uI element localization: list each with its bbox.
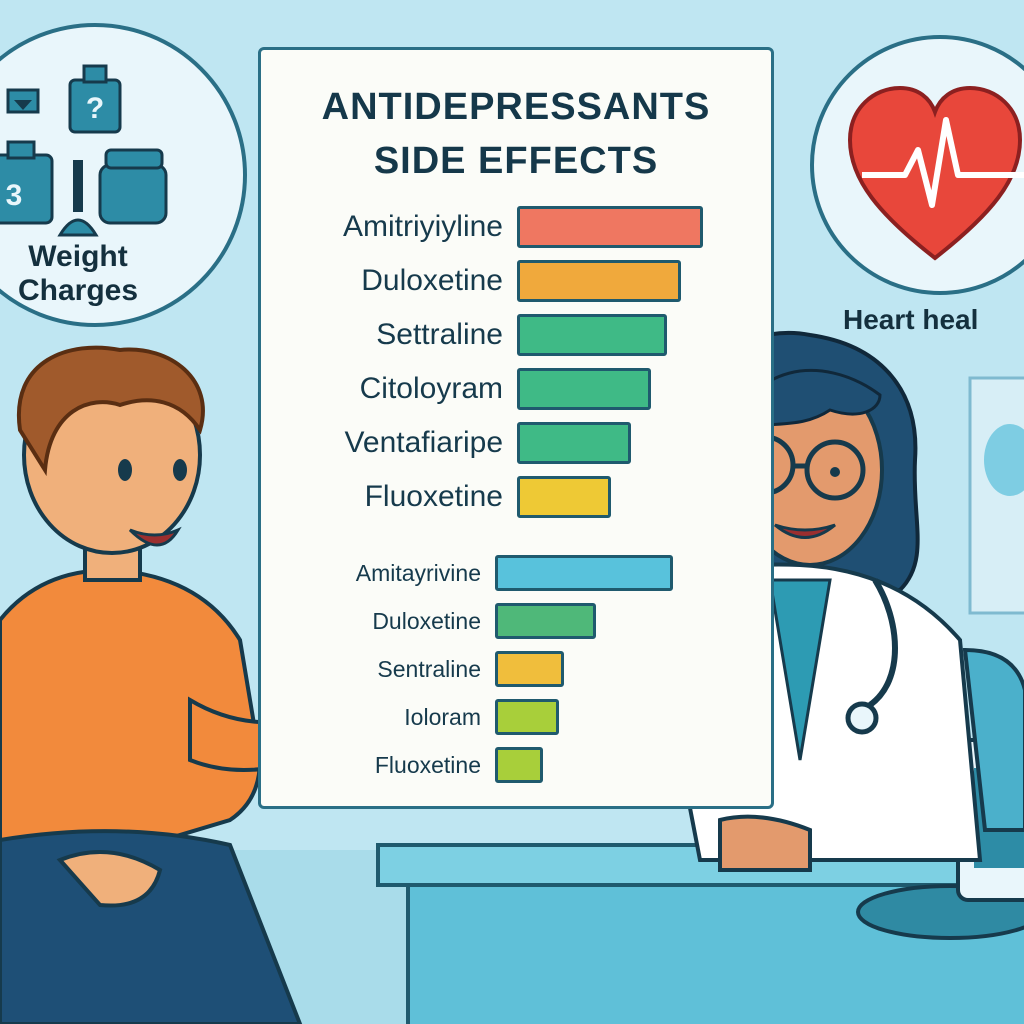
drug-label-group2: Duloxetine	[372, 608, 481, 634]
drug-label-group2: Amitayrivine	[355, 560, 481, 586]
drug-label-group2: Ioloram	[404, 704, 481, 730]
svg-text:3: 3	[6, 179, 23, 212]
side-effect-bar-group1	[517, 260, 681, 302]
wall-picture	[968, 376, 1024, 615]
side-effect-bar-group1	[517, 368, 651, 410]
patient-shirt	[0, 567, 263, 882]
side-effect-bar-group2	[495, 651, 564, 687]
container-icon	[98, 148, 168, 225]
drug-label-group1: Fluoxetine	[364, 480, 503, 513]
scale-icon	[6, 88, 40, 114]
drug-label-group1: Duloxetine	[361, 264, 503, 297]
poster-title-line2: SIDE EFFECTS	[373, 140, 659, 182]
dumbbell-icon	[57, 160, 99, 237]
weight-jar-icon: 3	[0, 140, 54, 225]
side-effect-bar-group1	[517, 476, 611, 518]
drug-label-group2: Fluoxetine	[374, 752, 481, 778]
drug-label-group1: Amitriyiyline	[342, 210, 503, 243]
side-effect-bar-group2	[495, 555, 673, 591]
question-jar-icon: ?	[68, 64, 122, 134]
heart-health-circle	[810, 35, 1024, 295]
side-effects-poster: ANTIDEPRESSANTS SIDE EFFECTS Amitriyiyli…	[258, 47, 774, 809]
doctor-chair	[962, 647, 1024, 832]
stethoscope-icon	[845, 578, 898, 735]
weight-changes-circle: ? 3	[0, 23, 247, 327]
patient	[0, 345, 374, 1024]
side-effect-bar-group1	[517, 206, 703, 248]
heart-health-label: Heart heal	[843, 304, 979, 335]
drug-label-group2: Sentraline	[377, 656, 481, 682]
weight-label-line1: Weight	[28, 240, 128, 273]
side-effect-bar-group2	[495, 747, 543, 783]
side-effect-bar-group2	[495, 699, 559, 735]
weight-changes-label: Weight Charges	[8, 240, 148, 308]
poster-title-line1: ANTIDEPRESSANTS	[321, 86, 711, 128]
weight-label-line2: Charges	[17, 274, 139, 307]
drug-label-group1: Ventafiaripe	[344, 426, 503, 459]
drug-label-group1: Settraline	[376, 318, 503, 351]
svg-text:?: ?	[86, 92, 104, 125]
side-effect-bar-group1	[517, 422, 631, 464]
drug-label-group1: Citoloyram	[359, 372, 503, 405]
side-effect-bar-group2	[495, 603, 596, 639]
side-effect-bar-group1	[517, 314, 667, 356]
